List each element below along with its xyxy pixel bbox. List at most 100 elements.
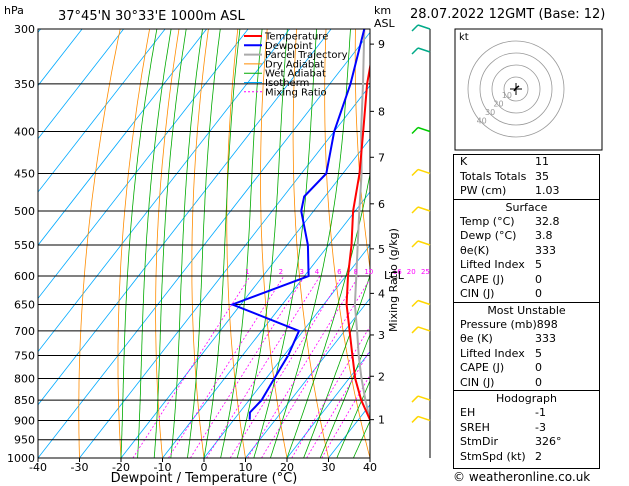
mixing-ratio-line — [132, 275, 251, 458]
temperature-line — [345, 61, 370, 421]
wind-barb-feather — [411, 168, 419, 177]
indices-panel: K 11 Totals Totals 35 PW (cm) 1.03 Surface Te… — [453, 154, 600, 469]
index-label: θe (K) — [460, 332, 493, 345]
wind-barb-feather — [411, 24, 419, 32]
wet-adiabat-line — [137, 29, 172, 458]
isotherm-line — [79, 84, 370, 458]
mixing-ratio-label: 3 — [299, 268, 303, 276]
index-row: Dewp (°C) 3.8 — [454, 229, 599, 244]
index-label: Dewp (°C) — [460, 229, 517, 242]
legend-entry: Mixing Ratio — [265, 87, 327, 98]
isotherm-line — [162, 191, 370, 458]
wind-barb-feather — [411, 326, 419, 334]
index-row: StmSpd (kt) 2 — [454, 450, 599, 465]
axes: 1 2 3 4 6 8 10 16 20 2530035040045050055060065070… — [7, 23, 430, 474]
index-value: -1 — [535, 406, 546, 419]
index-row: CAPE (J) 0 — [454, 273, 599, 288]
index-label: EH — [460, 406, 476, 419]
index-label: Lifted Index — [460, 346, 525, 360]
index-label: Totals Totals — [460, 169, 527, 183]
index-row: K 11 — [454, 155, 599, 170]
x-tick-label: -10 — [154, 461, 172, 474]
index-value: 2 — [535, 449, 542, 463]
km-tick-label: 4 — [378, 287, 385, 300]
km-tick-label: 2 — [378, 370, 385, 383]
surface-title: Surface — [454, 198, 599, 215]
wind-barb — [417, 299, 431, 306]
index-row: θe (K) 333 — [454, 332, 599, 347]
legend-entry: Isotherm — [265, 78, 309, 89]
x-tick-label: -40 — [29, 461, 47, 474]
index-value: 5 — [535, 258, 542, 271]
wind-barb — [417, 126, 431, 133]
index-label: θe(K) — [460, 243, 490, 257]
wind-barb — [417, 326, 431, 332]
pressure-tick-label: 900 — [14, 414, 35, 427]
dry-adiabat-line — [78, 29, 121, 458]
index-row: Totals Totals 35 — [454, 170, 599, 185]
legend-entry: Dewpoint — [265, 41, 313, 52]
isotherm-line — [38, 29, 249, 300]
mixing-ratio-line — [247, 275, 360, 458]
hodograph-frame — [454, 28, 603, 151]
profile-lines — [229, 29, 370, 421]
index-label: K — [460, 155, 468, 168]
index-label: SREH — [460, 420, 490, 434]
pressure-axis-unit: hPa — [4, 4, 24, 17]
index-label: Pressure (mb) — [460, 317, 537, 331]
km-tick-label: 3 — [378, 329, 385, 342]
hodograph-ring — [503, 76, 529, 102]
index-row: Lifted Index 5 — [454, 258, 599, 273]
mixing-ratio-line — [168, 275, 285, 458]
mixing-ratio-axis-label: Mixing Ratio (g/kg) — [387, 228, 400, 332]
legend-entry: Parcel Trajectory — [265, 50, 348, 61]
pressure-tick-label: 800 — [14, 372, 35, 385]
hodograph-ring-label: 10 — [502, 91, 512, 100]
dry-adiabat-line — [226, 29, 246, 458]
hodograph-ring — [479, 52, 553, 126]
dry-adiabat-line — [155, 29, 180, 458]
km-tick-label: 6 — [378, 198, 385, 211]
hodograph-ring-label: 20 — [493, 100, 503, 109]
date-header: 28.07.2022 12GMT (Base: 12) — [410, 7, 606, 22]
hodograph-list: EH -1 SREH -3 StmDir 326° StmSpd (kt) 2 — [454, 406, 599, 464]
index-row: Pressure (mb) 898 — [454, 318, 599, 333]
index-row: StmDir 326° — [454, 435, 599, 450]
pressure-tick-label: 850 — [14, 394, 35, 407]
isotherm-line — [286, 350, 370, 458]
pressure-tick-label: 750 — [14, 349, 35, 362]
pressure-tick-label: 1000 — [7, 452, 35, 465]
hodograph-ring — [467, 40, 565, 138]
legend-entry: Temperature — [264, 32, 328, 43]
mixing-ratio-line — [229, 275, 343, 458]
mixing-ratio-label: 1 — [245, 268, 249, 276]
hodograph-ring — [491, 64, 541, 114]
pressure-tick-label: 300 — [14, 23, 35, 36]
legend-entry: Dry Adiabat — [265, 59, 324, 70]
km-tick-label: 5 — [378, 243, 385, 256]
mixing-ratio-label: 20 — [407, 268, 416, 276]
lcl-label: LCL — [384, 269, 405, 282]
mixing-ratio-line — [190, 275, 306, 458]
x-tick-label: 30 — [322, 461, 336, 474]
x-tick-label: 40 — [363, 461, 377, 474]
index-label: CIN (J) — [460, 375, 495, 389]
dewpoint-line — [229, 29, 366, 420]
legend-entry: Wet Adiabat — [265, 69, 326, 80]
pressure-tick-label: 450 — [14, 167, 35, 180]
index-label: StmDir — [460, 435, 499, 448]
index-value: 11 — [535, 155, 549, 168]
wind-barb-feather — [411, 126, 419, 135]
mixing-ratio-label: 10 — [364, 268, 373, 276]
isotherm-line — [203, 244, 370, 458]
wind-barb — [417, 240, 431, 246]
parcel-trajectory-line — [353, 29, 370, 420]
wind-barb-feather — [411, 415, 419, 423]
pressure-tick-label: 500 — [14, 205, 35, 218]
most-unstable-list: Pressure (mb) 898 θe (K) 333 Lifted Index 5 CA… — [454, 318, 599, 391]
mixing-ratio-label: 8 — [354, 268, 358, 276]
index-value: 0 — [535, 361, 542, 374]
mixing-ratio-label: 25 — [421, 268, 430, 276]
km-tick-label: 8 — [378, 105, 385, 118]
index-value: 333 — [535, 332, 556, 345]
